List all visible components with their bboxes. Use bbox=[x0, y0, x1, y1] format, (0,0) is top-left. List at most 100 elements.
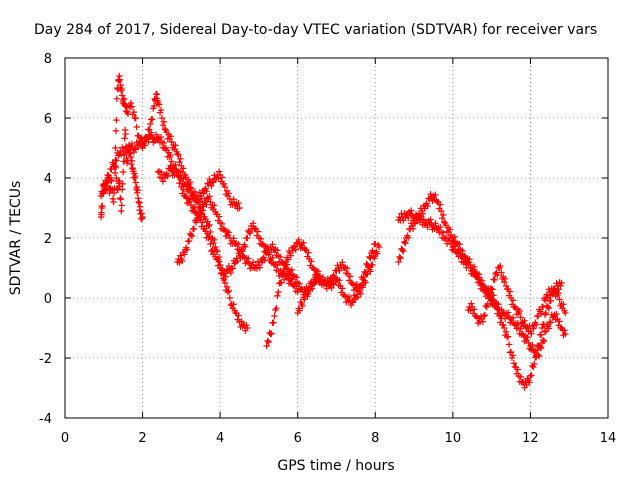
data-point bbox=[506, 288, 514, 295]
data-point bbox=[316, 272, 324, 279]
data-point bbox=[502, 275, 509, 282]
data-point bbox=[357, 290, 364, 298]
data-point bbox=[367, 268, 374, 275]
data-point bbox=[483, 303, 490, 311]
data-point bbox=[339, 259, 346, 266]
data-point bbox=[139, 213, 146, 221]
data-point bbox=[211, 247, 218, 254]
data-point bbox=[186, 178, 194, 186]
data-point bbox=[112, 127, 120, 135]
data-point bbox=[330, 281, 337, 288]
data-point bbox=[117, 196, 124, 203]
data-point bbox=[116, 76, 123, 83]
data-point bbox=[479, 318, 487, 325]
data-point bbox=[152, 131, 160, 138]
data-point bbox=[111, 169, 119, 177]
data-point bbox=[514, 366, 522, 373]
data-point bbox=[218, 265, 226, 273]
data-point bbox=[437, 201, 444, 208]
data-point bbox=[560, 301, 567, 308]
data-point bbox=[424, 203, 431, 210]
data-point bbox=[245, 255, 252, 262]
data-point bbox=[187, 231, 195, 239]
data-point bbox=[261, 257, 268, 264]
data-point bbox=[234, 257, 241, 265]
data-point bbox=[524, 334, 531, 341]
data-point bbox=[319, 276, 327, 283]
data-point bbox=[498, 315, 505, 322]
data-point bbox=[177, 155, 184, 162]
data-point bbox=[295, 236, 302, 243]
data-point bbox=[198, 209, 205, 217]
data-point bbox=[181, 251, 188, 258]
data-point bbox=[144, 136, 151, 143]
data-point bbox=[215, 175, 222, 182]
data-point bbox=[501, 324, 508, 332]
data-point bbox=[226, 294, 234, 302]
data-point bbox=[451, 233, 458, 240]
data-point bbox=[420, 216, 427, 223]
data-point bbox=[517, 373, 524, 381]
data-point bbox=[405, 215, 412, 222]
data-point bbox=[514, 319, 522, 327]
data-point bbox=[112, 164, 120, 171]
data-point bbox=[119, 144, 126, 151]
data-point bbox=[485, 289, 492, 296]
data-point bbox=[180, 186, 187, 193]
data-point bbox=[230, 235, 237, 242]
y-tick-label: 4 bbox=[44, 172, 52, 187]
data-point bbox=[399, 246, 406, 254]
data-point bbox=[244, 324, 251, 332]
data-point bbox=[558, 279, 565, 287]
data-point bbox=[205, 222, 212, 230]
data-point bbox=[531, 360, 538, 368]
y-tick-labels: -4 -2 0 2 4 6 8 bbox=[39, 52, 52, 427]
data-point bbox=[547, 292, 554, 299]
data-point bbox=[278, 279, 285, 286]
data-point bbox=[253, 265, 261, 272]
data-point bbox=[509, 297, 517, 304]
data-point bbox=[538, 324, 546, 332]
axis-ticks bbox=[64, 57, 609, 419]
data-point bbox=[446, 235, 454, 242]
data-point bbox=[235, 199, 242, 207]
data-point bbox=[541, 328, 549, 336]
data-point bbox=[203, 188, 210, 195]
data-point bbox=[504, 309, 512, 316]
data-point bbox=[402, 239, 409, 247]
data-point bbox=[119, 186, 126, 193]
data-point bbox=[115, 152, 122, 159]
data-point bbox=[268, 330, 275, 337]
data-point bbox=[136, 203, 144, 210]
data-point bbox=[279, 269, 287, 277]
data-point bbox=[459, 253, 466, 261]
data-point bbox=[221, 183, 229, 191]
data-point bbox=[438, 207, 445, 215]
data-point bbox=[507, 348, 515, 356]
data-point bbox=[174, 171, 181, 179]
data-point bbox=[468, 300, 475, 307]
data-point bbox=[235, 312, 242, 319]
data-point bbox=[529, 341, 536, 348]
data-point bbox=[227, 269, 235, 277]
data-point bbox=[214, 248, 221, 255]
data-point bbox=[530, 363, 537, 371]
data-point bbox=[547, 297, 554, 305]
data-point bbox=[113, 157, 120, 164]
data-point bbox=[277, 253, 284, 261]
data-point bbox=[127, 99, 135, 107]
data-point bbox=[369, 261, 376, 269]
data-point bbox=[343, 265, 351, 272]
data-point bbox=[484, 300, 491, 308]
data-point bbox=[172, 166, 179, 173]
data-point bbox=[500, 321, 507, 329]
data-point bbox=[456, 241, 463, 248]
data-point bbox=[263, 342, 270, 350]
data-point bbox=[119, 92, 126, 99]
chart-title: Day 284 of 2017, Sidereal Day-to-day VTE… bbox=[34, 22, 597, 38]
data-point bbox=[119, 168, 127, 176]
data-point bbox=[517, 314, 524, 321]
data-point bbox=[300, 239, 307, 246]
data-point bbox=[281, 261, 289, 269]
y-tick-label: -2 bbox=[39, 352, 52, 367]
